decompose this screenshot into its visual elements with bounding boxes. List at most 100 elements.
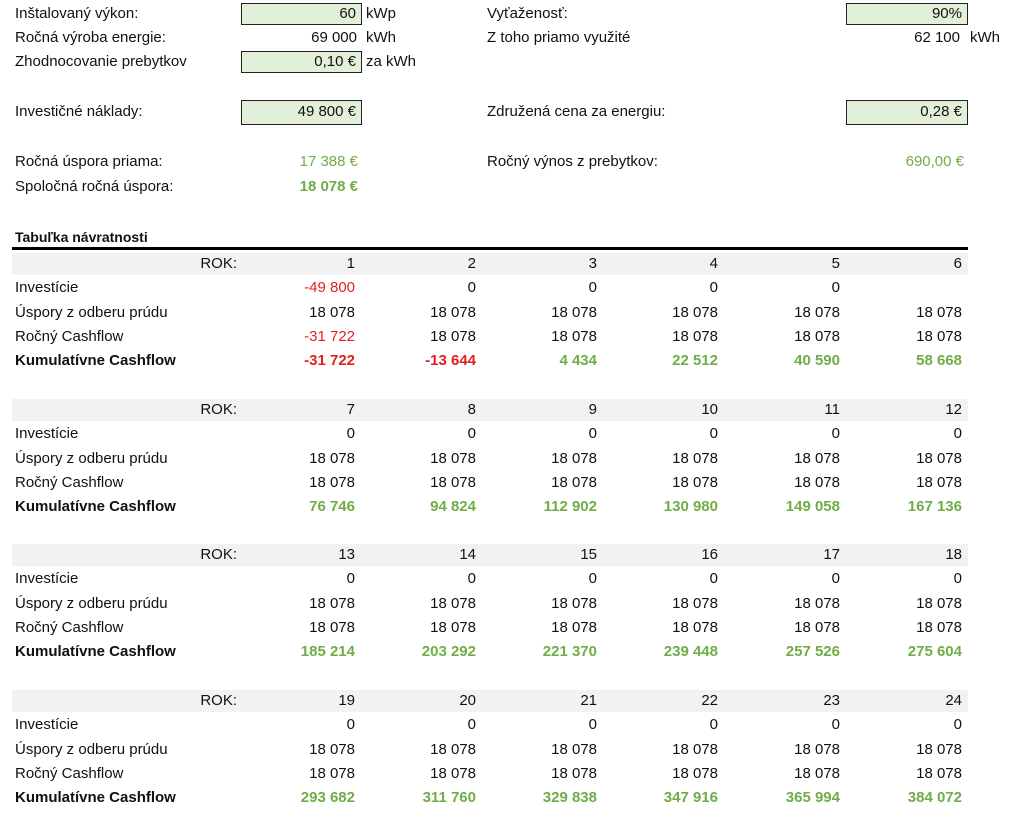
year-cell: 19 — [338, 692, 355, 709]
savings-cell: 18 078 — [672, 449, 718, 467]
year-cell: 14 — [459, 546, 476, 563]
surplus-valuation-input[interactable]: 0,10 € — [241, 51, 362, 73]
cashflow-cell: 18 078 — [794, 327, 840, 345]
utilization-input[interactable]: 90% — [846, 3, 968, 25]
cumulative-cell: 130 980 — [663, 498, 718, 516]
savings-cell: 18 078 — [551, 303, 597, 321]
installed-power-unit: kWp — [366, 5, 396, 22]
installed-power-label: Inštalovaný výkon: — [15, 5, 139, 22]
row-label-savings: Úspory z odberu prúdu — [15, 303, 168, 321]
investment-cell: 0 — [953, 570, 962, 588]
cumulative-cell: 185 214 — [300, 643, 355, 661]
cashflow-cell: 18 078 — [916, 473, 962, 491]
cumulative-cell: 275 604 — [907, 643, 962, 661]
year-cell: 21 — [580, 692, 597, 709]
row-label-cumulative: Kumulatívne Cashflow — [15, 498, 176, 516]
year-cell: 2 — [467, 255, 476, 272]
year-header-band — [12, 399, 968, 421]
savings-cell: 18 078 — [309, 449, 355, 467]
investment-cell: 0 — [588, 279, 597, 297]
row-label-savings: Úspory z odberu prúdu — [15, 740, 168, 758]
year-cell: 17 — [823, 546, 840, 563]
cashflow-cell: 18 078 — [794, 473, 840, 491]
cumulative-cell: 112 902 — [543, 498, 597, 516]
surplus-valuation-unit: za kWh — [366, 53, 417, 70]
year-cell: 13 — [338, 546, 355, 563]
annual-surplus-income-value: 690,00 € — [905, 153, 964, 170]
year-header-label: ROK: — [200, 692, 237, 709]
year-header-band — [12, 690, 968, 712]
year-cell: 10 — [701, 401, 718, 418]
total-annual-saving-label: Spoločná ročná úspora: — [15, 178, 174, 195]
annual-surplus-income-label: Ročný výnos z prebytkov: — [487, 153, 658, 170]
year-cell: 1 — [346, 255, 355, 272]
savings-cell: 18 078 — [430, 303, 476, 321]
cashflow-cell: 18 078 — [672, 327, 718, 345]
savings-cell: 18 078 — [430, 449, 476, 467]
investment-cell: 0 — [588, 425, 597, 443]
row-label-cumulative: Kumulatívne Cashflow — [15, 789, 176, 807]
row-label-investment: Investície — [15, 425, 79, 443]
cashflow-cell: 18 078 — [551, 473, 597, 491]
annual-production-label: Ročná výroba energie: — [15, 29, 166, 46]
year-cell: 11 — [824, 401, 840, 418]
savings-cell: 18 078 — [916, 303, 962, 321]
savings-cell: 18 078 — [551, 740, 597, 758]
cashflow-cell: 18 078 — [672, 473, 718, 491]
combined-energy-price-input[interactable]: 0,28 € — [846, 100, 968, 125]
investment-costs-input[interactable]: 49 800 € — [241, 100, 362, 125]
year-cell: 8 — [467, 401, 476, 418]
investment-cell: 0 — [467, 570, 476, 588]
cashflow-cell: 18 078 — [309, 618, 355, 636]
savings-cell: 18 078 — [916, 594, 962, 612]
savings-cell: 18 078 — [309, 740, 355, 758]
savings-cell: 18 078 — [672, 303, 718, 321]
year-header-label: ROK: — [200, 546, 237, 563]
cashflow-cell: 18 078 — [430, 618, 476, 636]
cashflow-cell: 18 078 — [430, 473, 476, 491]
savings-cell: 18 078 — [430, 740, 476, 758]
savings-cell: 18 078 — [794, 303, 840, 321]
cumulative-cell: 311 760 — [422, 789, 476, 807]
cumulative-cell: 365 994 — [785, 789, 840, 807]
installed-power-input[interactable]: 60 — [241, 3, 362, 25]
surplus-valuation-label: Zhodnocovanie prebytkov — [15, 53, 187, 70]
annual-direct-saving-value: 17 388 € — [299, 153, 358, 170]
combined-energy-price-label: Združená cena za energiu: — [487, 103, 666, 120]
cumulative-cell: 149 058 — [785, 498, 840, 516]
investment-cell: 0 — [953, 716, 962, 734]
investment-costs-label: Investičné náklady: — [15, 103, 143, 120]
investment-cell: 0 — [831, 716, 840, 734]
cumulative-cell: 40 590 — [794, 352, 840, 370]
investment-cell: 0 — [709, 425, 718, 443]
cashflow-cell: 18 078 — [551, 327, 597, 345]
cashflow-cell: 18 078 — [916, 618, 962, 636]
year-cell: 7 — [346, 401, 355, 418]
cumulative-cell: 257 526 — [785, 643, 840, 661]
year-header-label: ROK: — [200, 255, 237, 272]
row-label-cashflow: Ročný Cashflow — [15, 764, 124, 782]
year-cell: 3 — [588, 255, 597, 272]
year-cell: 5 — [831, 255, 840, 272]
investment-cell: 0 — [588, 570, 597, 588]
investment-cell: -49 800 — [304, 279, 355, 297]
savings-cell: 18 078 — [672, 740, 718, 758]
investment-cell: 0 — [346, 425, 355, 443]
investment-cell: 0 — [831, 279, 840, 297]
cashflow-cell: -31 722 — [304, 327, 355, 345]
directly-used-unit: kWh — [970, 29, 1000, 46]
utilization-label: Vyťaženosť: — [487, 5, 568, 22]
cumulative-cell: 94 824 — [430, 498, 476, 516]
investment-cell: 0 — [588, 716, 597, 734]
row-label-cashflow: Ročný Cashflow — [15, 327, 124, 345]
cumulative-cell: 347 916 — [663, 789, 718, 807]
savings-cell: 18 078 — [309, 303, 355, 321]
year-cell: 6 — [953, 255, 962, 272]
savings-cell: 18 078 — [794, 449, 840, 467]
total-annual-saving-value: 18 078 € — [299, 178, 358, 195]
year-cell: 9 — [588, 401, 597, 418]
investment-cell: 0 — [831, 570, 840, 588]
investment-cell: 0 — [709, 570, 718, 588]
directly-used-label: Z toho priamo využité — [487, 29, 631, 46]
row-label-cumulative: Kumulatívne Cashflow — [15, 352, 176, 370]
